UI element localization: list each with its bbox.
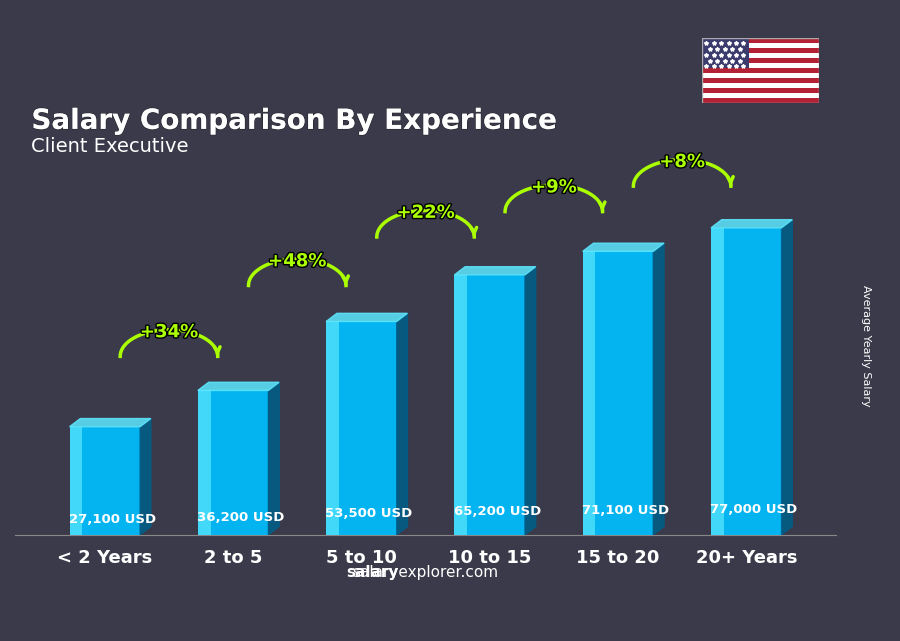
Polygon shape: [140, 419, 151, 535]
Bar: [198, 390, 211, 535]
Text: 36,200 USD: 36,200 USD: [197, 511, 284, 524]
Polygon shape: [69, 419, 151, 427]
Text: 65,200 USD: 65,200 USD: [454, 505, 541, 518]
Bar: [69, 427, 140, 535]
Text: 27,100 USD: 27,100 USD: [69, 513, 156, 526]
Polygon shape: [653, 243, 664, 535]
Bar: [326, 322, 397, 535]
Text: salary: salary: [346, 565, 399, 580]
Text: +8%: +8%: [659, 153, 705, 171]
Bar: [702, 78, 819, 83]
Text: +22%: +22%: [397, 204, 454, 222]
Text: Average Yearly Salary: Average Yearly Salary: [860, 285, 870, 406]
Bar: [582, 251, 596, 535]
Polygon shape: [454, 267, 536, 275]
Bar: [702, 83, 819, 88]
Polygon shape: [397, 313, 408, 535]
Polygon shape: [198, 382, 279, 390]
Bar: [582, 251, 653, 535]
Bar: [702, 53, 819, 58]
Bar: [711, 228, 724, 535]
Text: 53,500 USD: 53,500 USD: [326, 507, 413, 520]
Text: Client Executive: Client Executive: [32, 137, 189, 156]
Text: +48%: +48%: [268, 253, 327, 271]
Bar: [702, 68, 819, 73]
Text: +34%: +34%: [140, 323, 198, 341]
Polygon shape: [781, 220, 792, 535]
Bar: [702, 38, 749, 68]
Text: salaryexplorer.com: salaryexplorer.com: [353, 565, 499, 580]
Text: Salary Comparison By Experience: Salary Comparison By Experience: [32, 107, 557, 135]
Polygon shape: [525, 267, 535, 535]
Bar: [702, 97, 819, 103]
Bar: [702, 48, 819, 53]
Text: +9%: +9%: [531, 178, 577, 196]
Bar: [702, 73, 819, 78]
Bar: [454, 275, 467, 535]
Bar: [702, 44, 819, 48]
Bar: [702, 93, 819, 97]
Text: 71,100 USD: 71,100 USD: [582, 504, 670, 517]
Bar: [198, 390, 268, 535]
Polygon shape: [268, 382, 279, 535]
Polygon shape: [582, 243, 664, 251]
Bar: [711, 228, 781, 535]
Bar: [702, 88, 819, 93]
Bar: [702, 63, 819, 68]
Bar: [326, 322, 338, 535]
Polygon shape: [326, 313, 408, 322]
Bar: [702, 58, 819, 63]
Text: 77,000 USD: 77,000 USD: [710, 503, 797, 515]
Bar: [702, 38, 819, 44]
Bar: [454, 275, 525, 535]
Polygon shape: [711, 220, 792, 228]
Bar: [69, 427, 82, 535]
